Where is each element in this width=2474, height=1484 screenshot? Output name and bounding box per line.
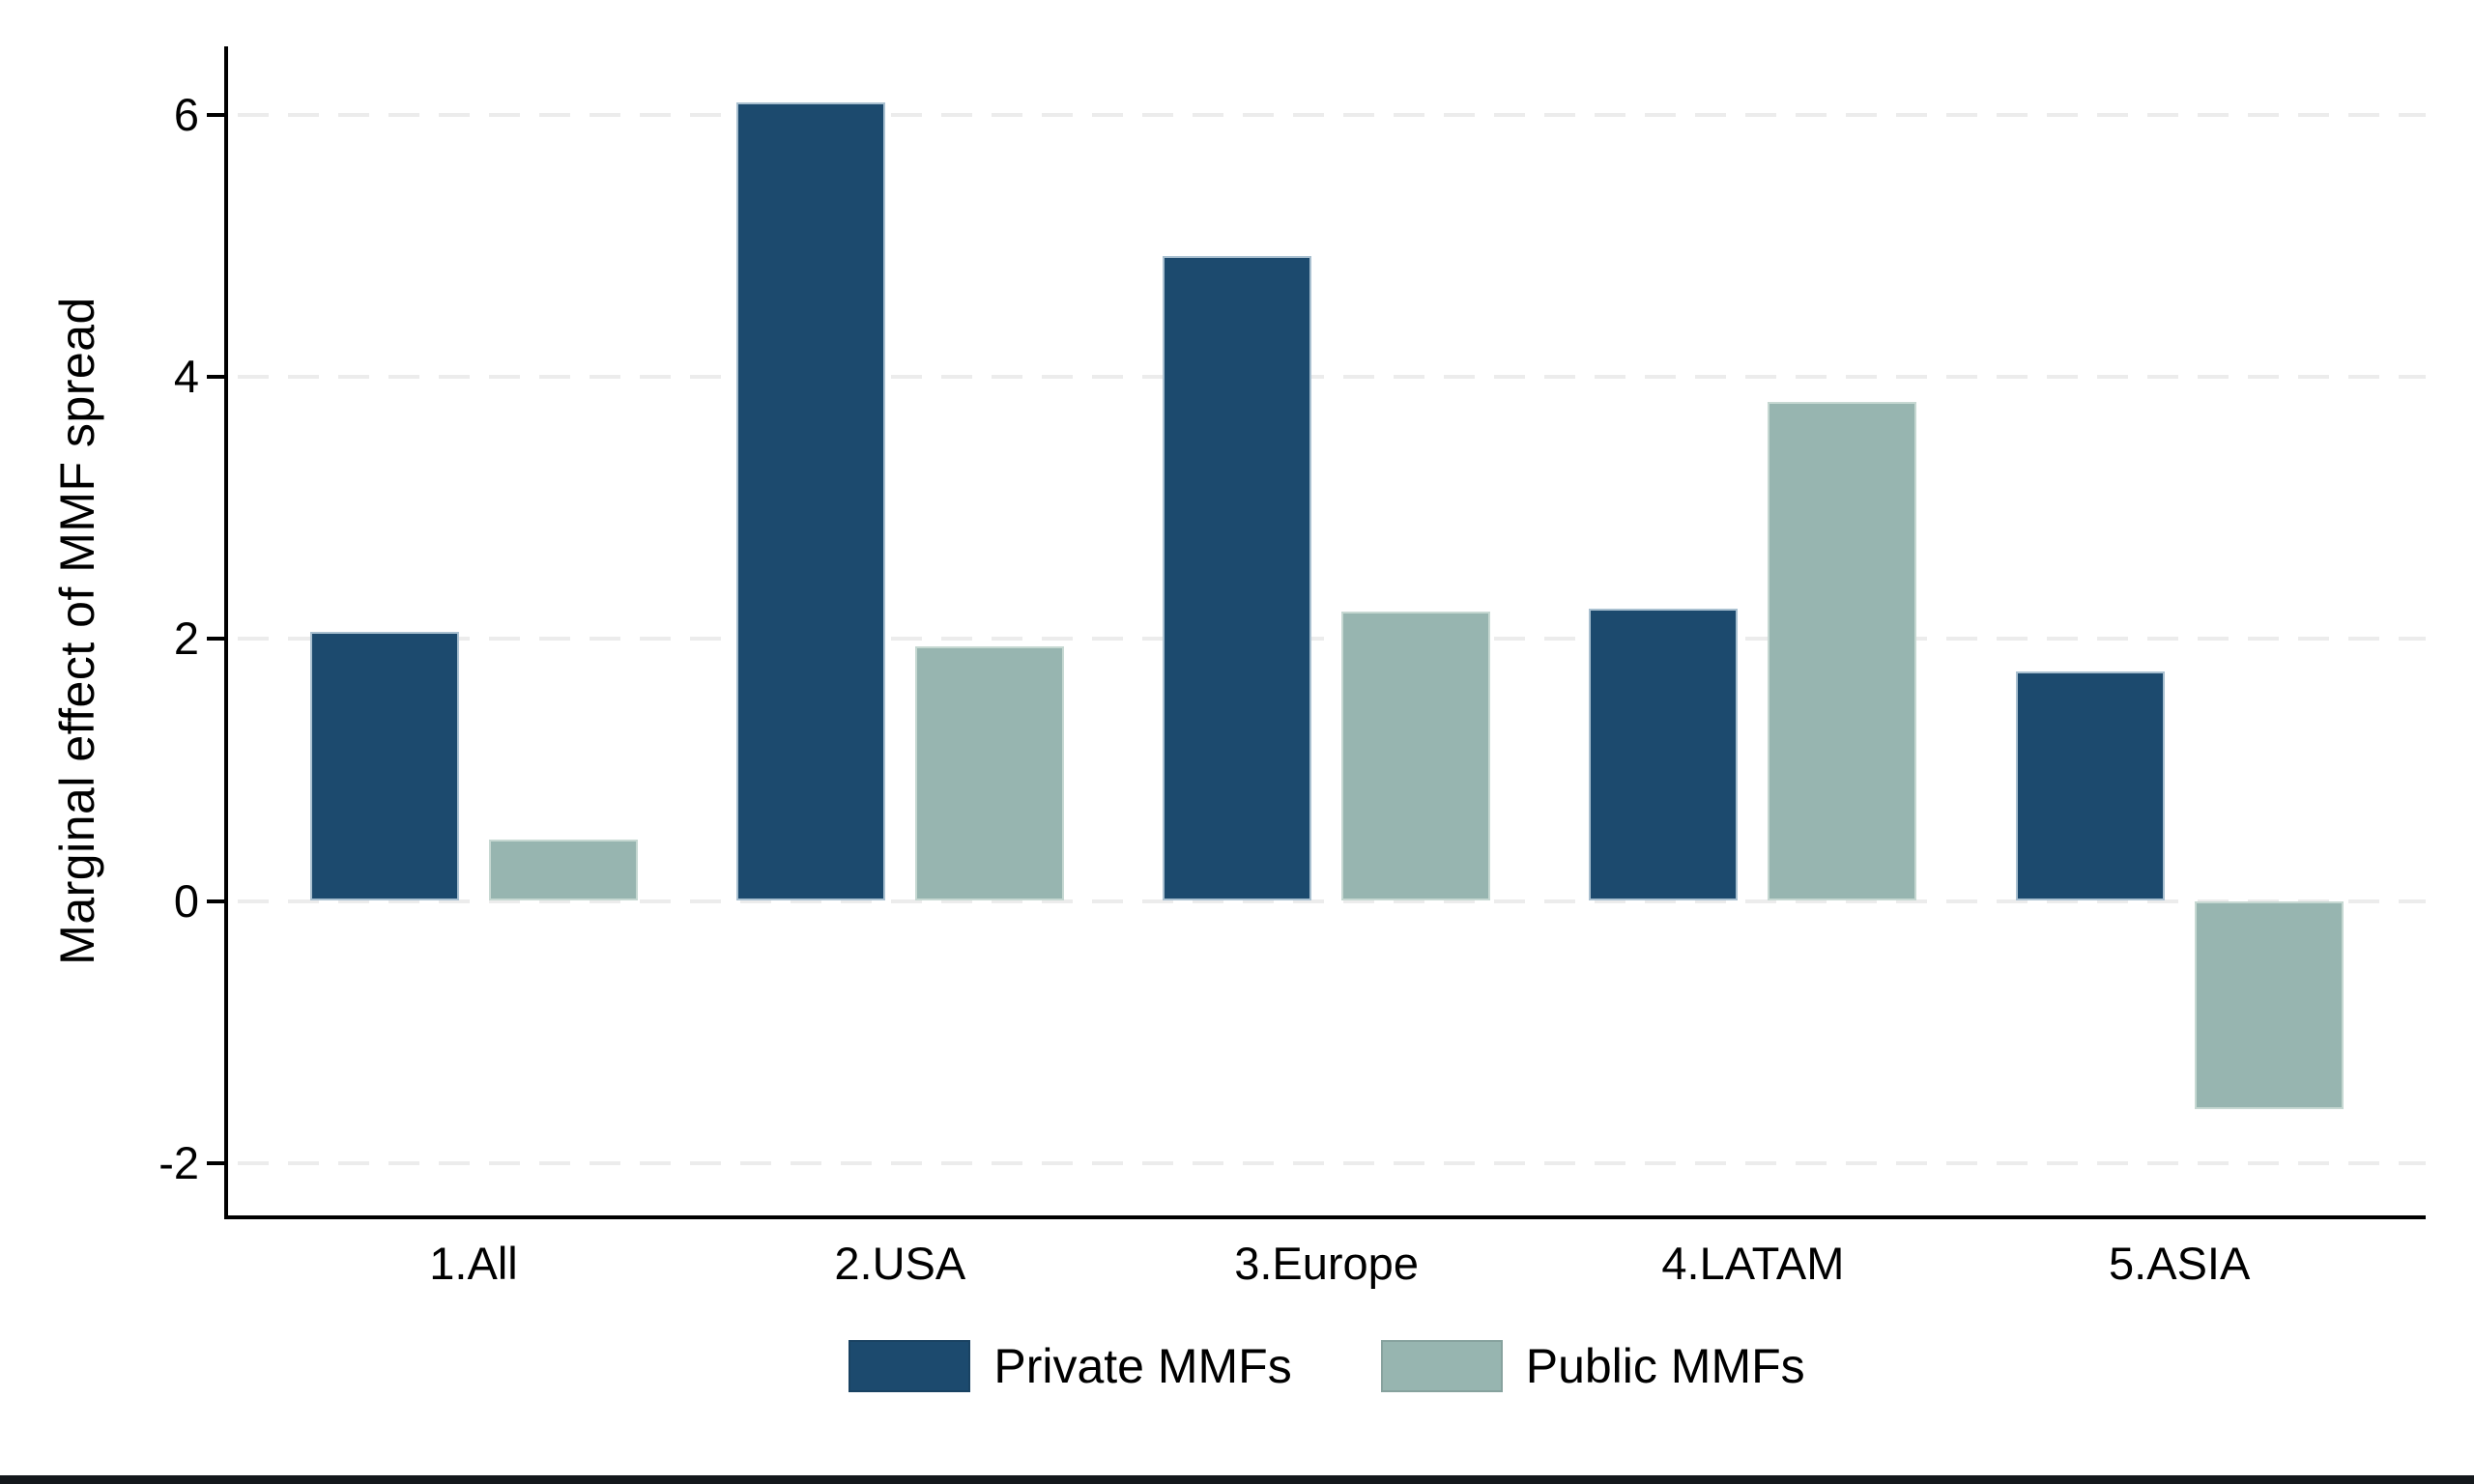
y-tick-label-4: 4 — [173, 350, 199, 402]
gridline-6 — [238, 112, 2426, 117]
y-tick-6 — [207, 112, 228, 117]
y-tick-0 — [207, 899, 228, 903]
y-tick-4 — [207, 374, 228, 379]
y-axis-line — [224, 46, 228, 1219]
legend-label-private-mmfs: Private MMFs — [993, 1339, 1292, 1393]
legend-item-public-mmfs: Public MMFs — [1380, 1338, 1805, 1394]
y-tick-2 — [207, 637, 228, 642]
x-category-label-4-latam: 4.LATAM — [1661, 1238, 1845, 1289]
y-tick-label-2: -2 — [158, 1136, 199, 1188]
x-category-label-1-all: 1.All — [429, 1238, 518, 1289]
legend: Private MMFs Public MMFs — [228, 1329, 2426, 1403]
bar-private-mmfs-4-latam — [1589, 609, 1739, 901]
y-tick-label-2: 2 — [173, 613, 199, 665]
x-category-label-2-usa: 2.USA — [834, 1238, 966, 1289]
bar-public-mmfs-3-europe — [1341, 611, 1491, 901]
y-tick-label-6: 6 — [173, 88, 199, 140]
x-axis-line — [224, 1215, 2426, 1219]
legend-item-private-mmfs: Private MMFs — [849, 1338, 1292, 1394]
legend-swatch-private-mmfs — [849, 1340, 971, 1392]
gridline-2 — [238, 1160, 2426, 1165]
bar-private-mmfs-5-asia — [2015, 671, 2165, 901]
y-tick-2 — [207, 1160, 228, 1165]
gridline-0 — [238, 899, 2426, 903]
bar-public-mmfs-5-asia — [2194, 900, 2344, 1110]
y-tick-label-0: 0 — [173, 874, 199, 927]
bar-private-mmfs-1-all — [309, 632, 459, 901]
gridline-2 — [238, 637, 2426, 642]
x-category-label-5-asia: 5.ASIA — [2109, 1238, 2251, 1289]
x-category-label-3-europe: 3.Europe — [1234, 1238, 1419, 1289]
gridline-4 — [238, 374, 2426, 379]
bar-public-mmfs-4-latam — [1768, 401, 1917, 901]
bottom-border-line — [0, 1475, 2474, 1484]
bar-public-mmfs-2-usa — [914, 646, 1064, 901]
bar-public-mmfs-1-all — [488, 839, 638, 901]
bar-private-mmfs-2-usa — [735, 102, 885, 901]
bar-private-mmfs-3-europe — [1163, 256, 1312, 901]
legend-label-public-mmfs: Public MMFs — [1525, 1339, 1805, 1393]
legend-swatch-public-mmfs — [1380, 1340, 1503, 1392]
